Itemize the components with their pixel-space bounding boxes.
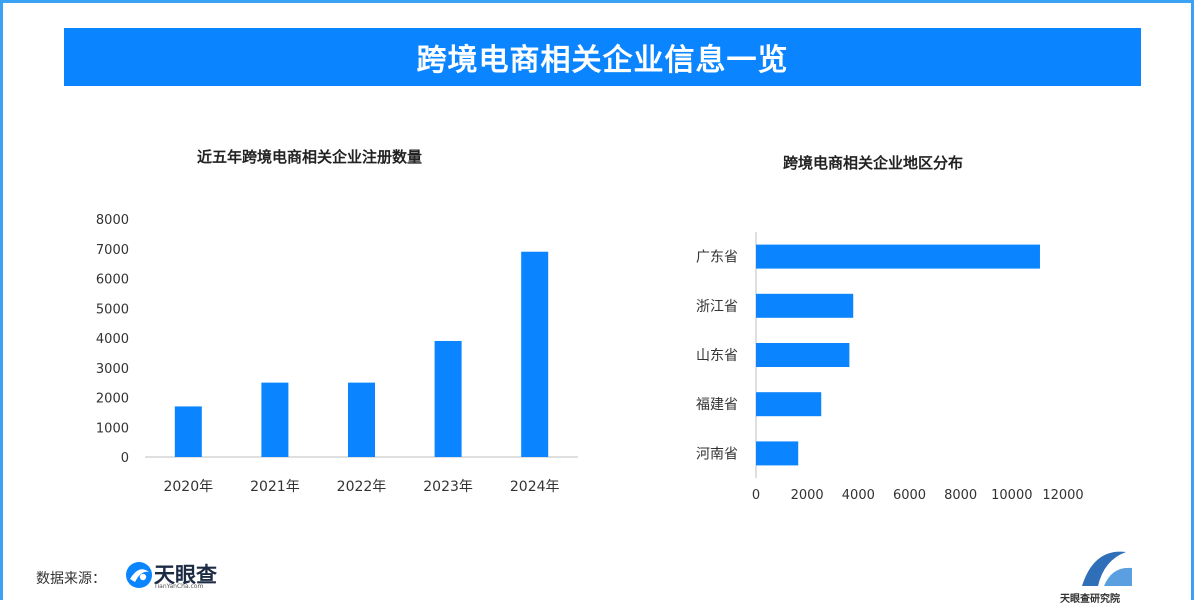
page-title-banner: 跨境电商相关企业信息一览 (64, 28, 1141, 86)
tianyancha-logo-subtext: TianYanCha.com (154, 583, 204, 590)
bar (521, 251, 549, 457)
research-institute-logo-text: 天眼查研究院 (1060, 594, 1120, 605)
bar (174, 406, 202, 457)
bar (261, 382, 289, 457)
y-tick-label: 3000 (96, 362, 129, 377)
x-tick-label: 2022年 (337, 479, 387, 495)
x-tick-label: 2024年 (510, 479, 560, 495)
bar (348, 382, 375, 457)
bar (756, 244, 1040, 269)
bar (434, 340, 462, 457)
y-tick-label: 河南省 (696, 446, 738, 462)
y-tick-label: 7000 (96, 243, 129, 258)
y-tick-label: 山东省 (696, 348, 738, 364)
x-tick-label: 4000 (842, 488, 875, 503)
x-tick-label: 6000 (893, 488, 926, 503)
x-tick-label: 2020年 (163, 479, 213, 495)
bar (756, 441, 799, 466)
research-institute-logo: 天眼查研究院 (1060, 546, 1160, 605)
bar (756, 293, 854, 318)
y-tick-label: 6000 (96, 273, 129, 288)
y-tick-label: 1000 (96, 421, 129, 436)
tianyancha-logo: 天眼查 TianYanCha.com (124, 556, 234, 596)
x-tick-label: 12000 (1042, 488, 1083, 503)
y-tick-label: 4000 (96, 332, 129, 347)
x-tick-label: 10000 (991, 488, 1032, 503)
left-chart-title: 近五年跨境电商相关企业注册数量 (197, 148, 423, 166)
y-tick-label: 8000 (96, 213, 129, 228)
y-tick-label: 5000 (96, 302, 129, 317)
x-tick-label: 8000 (944, 488, 977, 503)
x-tick-label: 2000 (791, 488, 824, 503)
y-tick-label: 浙江省 (696, 299, 738, 315)
right-chart-title: 跨境电商相关企业地区分布 (783, 154, 964, 172)
tianyancha-logo-text: 天眼查 (154, 563, 217, 587)
x-tick-label: 2021年 (250, 479, 300, 495)
y-tick-label: 广东省 (696, 250, 738, 266)
data-source-label: 数据来源： (36, 571, 106, 587)
x-tick-label: 0 (752, 488, 760, 503)
y-tick-label: 0 (121, 451, 129, 466)
y-tick-label: 福建省 (696, 397, 738, 413)
page-title: 跨境电商相关企业信息一览 (416, 43, 789, 78)
bar (756, 392, 822, 417)
x-tick-label: 2023年 (423, 479, 473, 495)
research-institute-logo-icon (1082, 551, 1132, 586)
tianyancha-logo-icon (126, 562, 152, 588)
y-tick-label: 2000 (96, 392, 129, 407)
bar (756, 343, 850, 367)
